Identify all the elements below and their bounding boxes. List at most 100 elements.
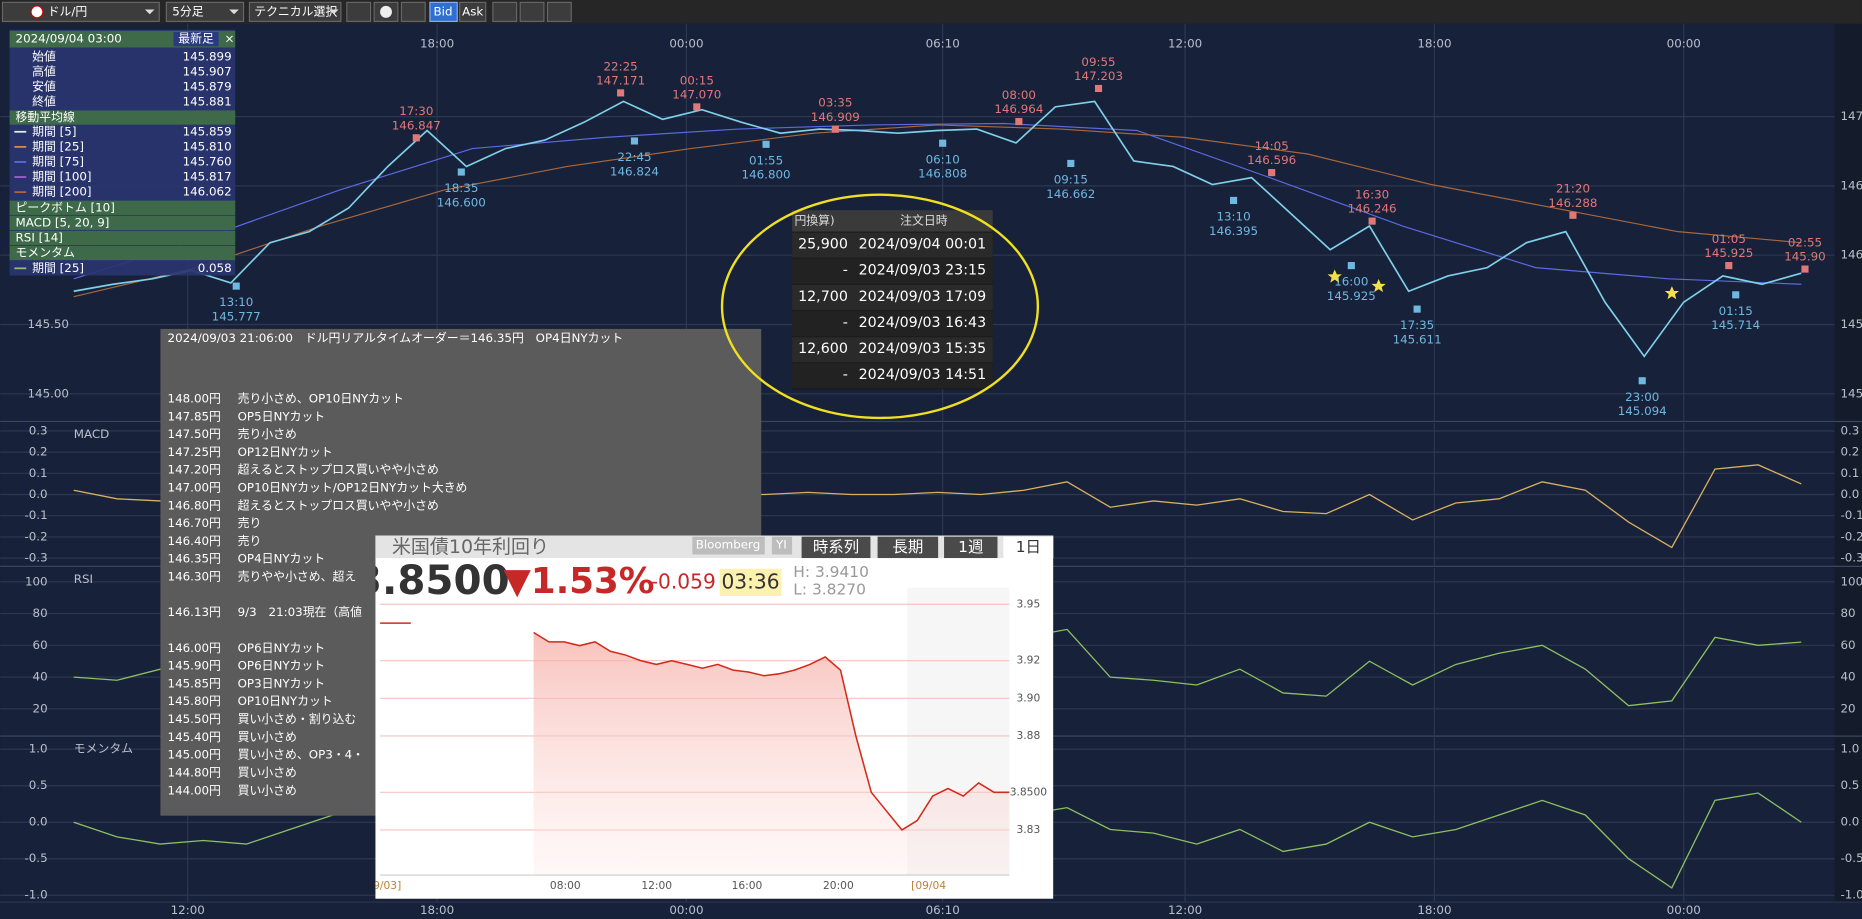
bb-x-tick-label: 08:00 [550,879,581,892]
bb-tab[interactable] [877,536,939,559]
order-text: OP6日NYカット [238,659,326,673]
order-price: 146.00円 [168,641,221,655]
ask-button[interactable] [459,1,487,22]
ohlc-label: 高値 [32,65,56,79]
bb-y-tick-label: 3.8500 [1010,785,1048,798]
info-section-header [9,245,236,261]
bb-tab[interactable] [801,536,871,559]
order-price: 146.40円 [168,534,221,548]
order-text: 売り [238,516,262,530]
dropdown-arrow [229,9,239,15]
bb-change-pct: ▼1.53% [504,561,655,602]
x-tick-label-top: 12:00 [1168,36,1202,50]
ma-label: 期間 [100] [32,170,91,184]
extreme-marker [617,89,625,97]
extreme-marker [1638,377,1646,385]
extreme-time: 13:10 [219,295,253,309]
bb-area [533,632,1010,876]
x-tick-label-bottom: 18:00 [420,903,454,917]
order-price: 145.85円 [168,676,221,690]
ask-label: Ask [462,4,483,18]
table-header: 注文日時 [900,213,948,227]
order-price: 147.20円 [168,463,221,477]
x-tick-label-top: 06:10 [926,36,960,50]
bb-tab[interactable] [944,536,998,559]
table-date: 2024/09/03 23:15 [859,263,987,279]
bb-y-tick-label: 3.88 [1016,729,1040,742]
info-section-header [9,230,236,246]
x-tick-label-bottom: 00:00 [1667,903,1701,917]
bb-title: 米国債10年利回り [392,536,549,558]
order-text: OP10日NYカット [238,694,333,708]
technical-label: テクニカル選択 [254,4,337,18]
highlight-ellipse [720,193,1040,420]
technical-dropdown[interactable] [248,1,342,22]
extreme-time: 22:45 [617,150,651,164]
x-tick-label-top: 18:00 [1417,36,1451,50]
zoom-out-button[interactable] [519,1,545,22]
zoom-in-button[interactable] [546,1,572,22]
timeframe-dropdown[interactable] [165,1,245,22]
table-amount: - [843,315,848,331]
table-amount: - [843,367,848,383]
ma-label: 期間 [200] [32,185,91,199]
ohlc-label: 終値 [32,95,56,109]
extreme-time: 17:35 [1400,318,1434,332]
bb-x-tick-label: 16:00 [732,879,763,892]
bb-low: L: 3.8270 [793,581,866,599]
info-section-header [9,110,236,125]
y-tick-label: 100 [1841,574,1862,588]
y-tick-label: -0.2 [1841,529,1862,543]
order-price: 148.00円 [168,391,221,405]
y-tick-label-left: 60 [33,638,48,652]
order-price: 145.50円 [168,712,221,726]
moving-average-line [73,122,1802,285]
table-row [792,337,993,363]
bb-tab-label: 時系列 [813,538,859,556]
bb-tab[interactable] [1003,536,1054,559]
ma-label: 期間 [25] [32,139,84,153]
bb-x-tick-label: 9/03] [373,879,401,892]
ohlc-value: 145.907 [183,65,232,79]
dropdown-arrow [329,9,339,15]
extreme-marker [1268,169,1276,177]
order-text: 超えるとストップロス買いやや小さめ [238,498,439,512]
extreme-price: 146.596 [1247,153,1296,167]
ohlc-label: 安値 [32,80,56,94]
draw-button[interactable] [346,1,372,22]
bb-code-box [771,536,793,555]
order-text: OP5日NYカット [238,409,326,423]
table-row [792,311,993,337]
y-tick-label: 40 [1841,670,1856,684]
table-date: 2024/09/03 14:51 [859,367,987,383]
info-section-header [9,200,236,215]
bb-x-tick-label: [09/04 [911,879,946,892]
indicator-label: ピークボトム [10] [16,200,115,214]
table-row [792,284,993,310]
y-tick-label: 0.3 [1841,423,1860,437]
extreme-marker [1015,118,1023,126]
order-price: 147.50円 [168,427,221,441]
dropdown-arrow [144,9,155,15]
order-text: OP12日NYカット [238,445,333,459]
extreme-price: 146.288 [1548,196,1597,210]
order-text: 買い小さめ [238,730,297,744]
ohlc-value: 145.899 [183,49,232,63]
tool-button[interactable] [492,1,518,22]
order-text: 売り小さめ、OP10日NYカット [238,391,404,405]
extreme-marker [412,134,420,142]
chart-style-button[interactable] [400,1,426,22]
bb-x-tick-label: 20:00 [823,879,854,892]
y-tick-label: -0.1 [1841,508,1862,522]
y-tick-label: 146 [1841,248,1862,262]
extreme-price: 146.909 [811,110,860,124]
x-tick-label-top: 00:00 [669,36,703,50]
extreme-price: 147.171 [596,74,645,88]
bb-tab-label: 1日 [1016,538,1041,556]
bid-button[interactable] [429,1,458,22]
pair-dropdown[interactable] [1,1,160,22]
order-text: 買い小さめ、OP3・4・ [238,748,364,762]
bb-time: 03:36 [721,569,779,593]
x-tick-label-bottom: 06:10 [926,903,960,917]
info-section-header [9,215,236,230]
